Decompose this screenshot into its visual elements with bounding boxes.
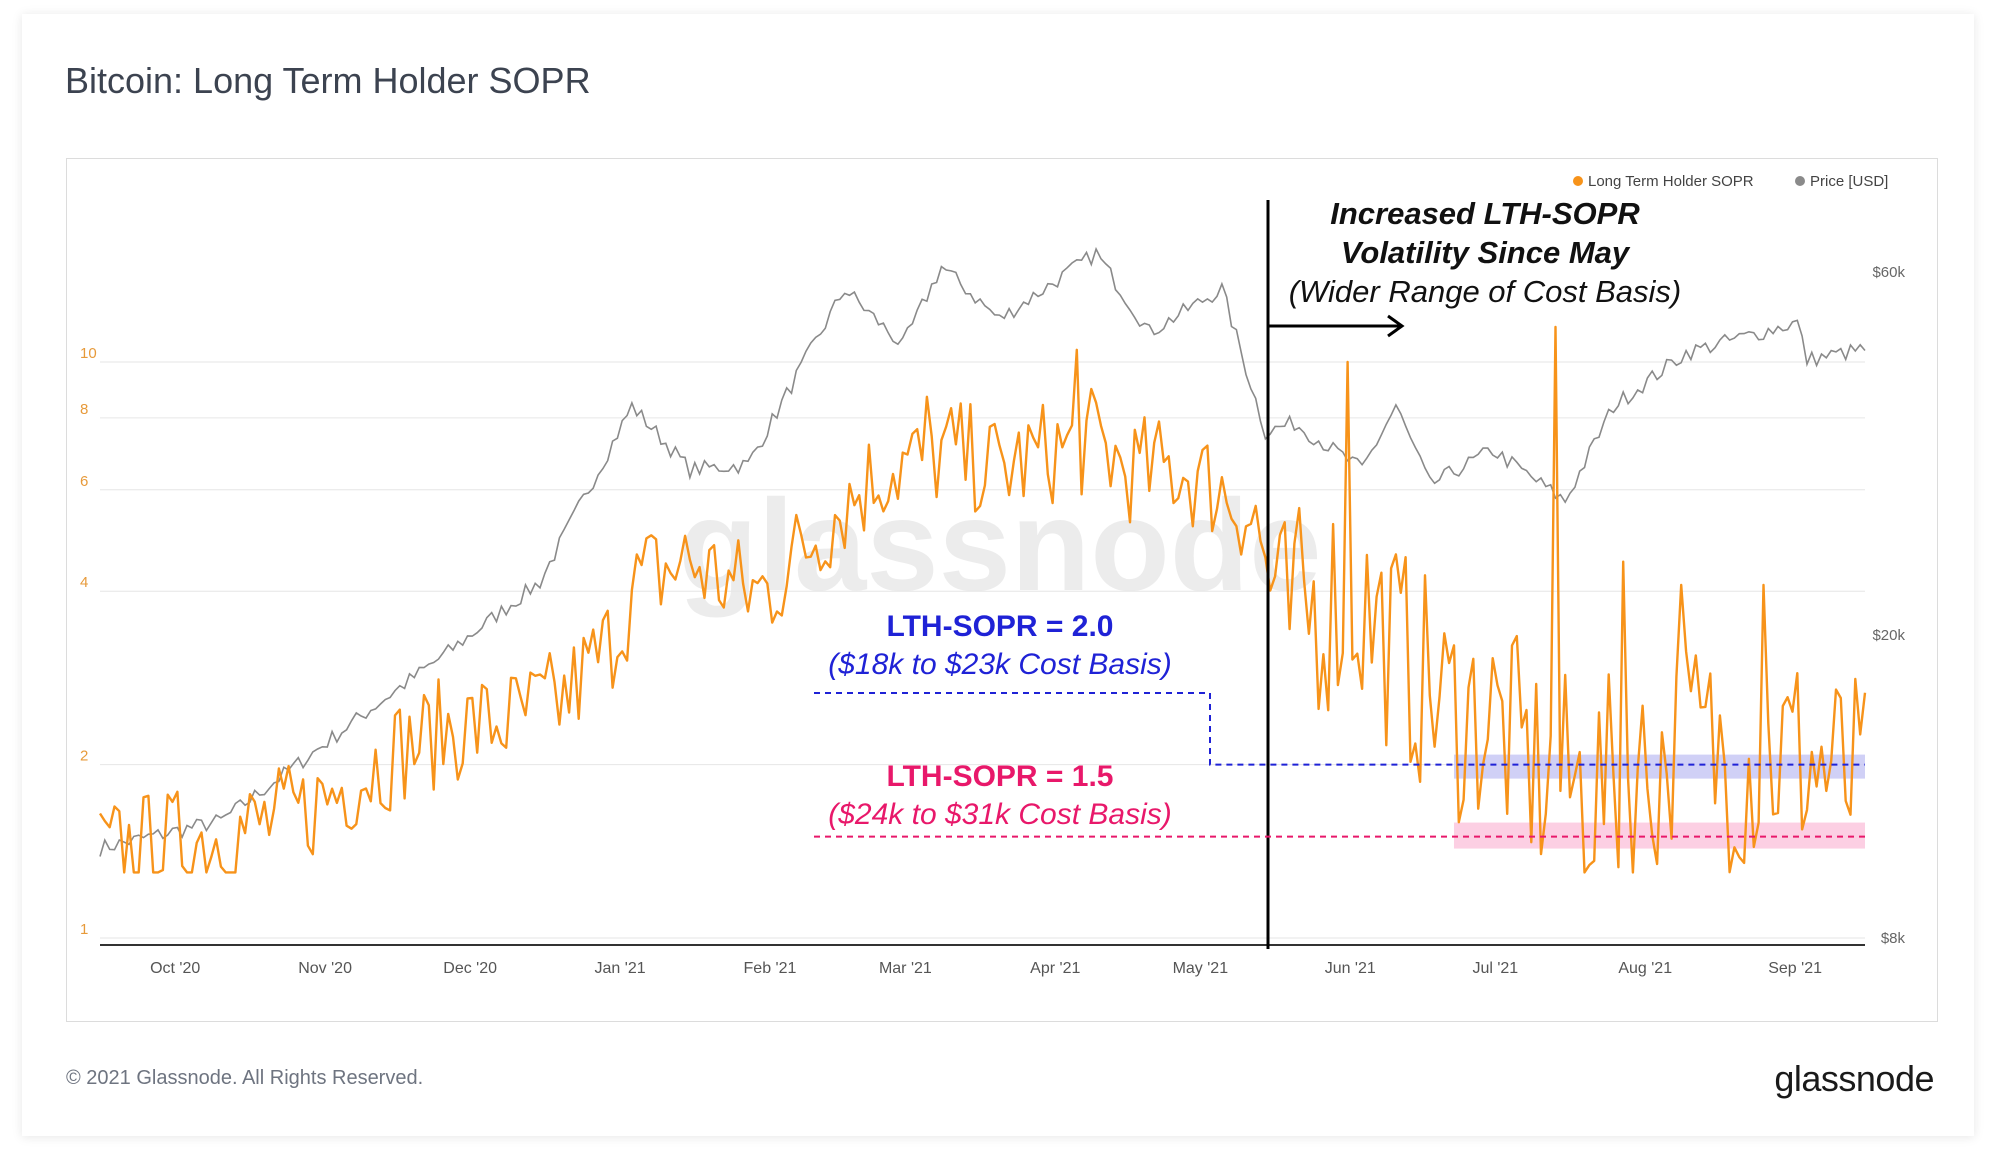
x-tick-label: Feb '21 xyxy=(744,960,797,977)
arrow-head xyxy=(1387,314,1405,338)
legend-sopr-marker xyxy=(1573,176,1583,186)
gridlines xyxy=(100,361,1865,939)
left-tick-label: 4 xyxy=(80,574,88,591)
x-tick-label: May '21 xyxy=(1173,960,1229,977)
level-2-annotation: LTH-SOPR = 2.0 ($18k to $23k Cost Basis) xyxy=(800,610,1200,682)
left-tick-label: 2 xyxy=(80,748,88,765)
legend-price-label: Price [USD] xyxy=(1810,173,1888,190)
x-tick-label: Dec '20 xyxy=(443,960,497,977)
chart-frame xyxy=(66,158,1938,1022)
x-tick-label: Aug '21 xyxy=(1618,960,1672,977)
legend-sopr-label: Long Term Holder SOPR xyxy=(1588,173,1754,190)
level-15-annotation: LTH-SOPR = 1.5 ($24k to $31k Cost Basis) xyxy=(800,760,1200,832)
level-2-sub: ($18k to $23k Cost Basis) xyxy=(828,648,1172,681)
x-tick-label: Sep '21 xyxy=(1768,960,1822,977)
x-tick-label: Apr '21 xyxy=(1030,960,1080,977)
chart-card xyxy=(22,14,1974,1136)
left-tick-label: 8 xyxy=(80,401,88,418)
x-tick-label: Mar '21 xyxy=(879,960,932,977)
sopr-series xyxy=(98,325,1867,874)
price-series xyxy=(99,246,1866,857)
right-tick-label: $60k xyxy=(1872,264,1905,281)
brand-logo[interactable]: glassnode xyxy=(1774,1058,1934,1099)
copyright: © 2021 Glassnode. All Rights Reserved. xyxy=(66,1067,424,1089)
x-tick-label: Jan '21 xyxy=(595,960,646,977)
volatility-line2: Volatility Since May xyxy=(1340,235,1630,270)
volatility-line3: (Wider Range of Cost Basis) xyxy=(1288,274,1682,309)
volatility-annotation: Increased LTH-SOPR Volatility Since May … xyxy=(1240,196,1730,310)
level-2-dashed-line xyxy=(814,692,1865,766)
level-15-sub: ($24k to $31k Cost Basis) xyxy=(828,798,1172,831)
level-15-label: LTH-SOPR = 1.5 xyxy=(886,760,1114,793)
level-2-label: LTH-SOPR = 2.0 xyxy=(886,610,1114,643)
x-tick-label: Jul '21 xyxy=(1472,960,1518,977)
left-tick-label: 1 xyxy=(80,921,88,938)
volatility-line1: Increased LTH-SOPR xyxy=(1330,196,1640,231)
x-tick-label: Jun '21 xyxy=(1325,960,1376,977)
left-tick-label: 10 xyxy=(80,345,97,362)
x-tick-label: Nov '20 xyxy=(298,960,352,977)
left-tick-label: 6 xyxy=(80,473,88,490)
x-tick-label: Oct '20 xyxy=(150,960,200,977)
legend[interactable]: Long Term Holder SOPR Price [USD] xyxy=(1573,173,1888,190)
axes: 1 2 4 6 8 10 $8k $20k $60k Oct '20 Nov '20 Dec '20 J… xyxy=(80,264,1905,977)
price-line xyxy=(99,246,1866,857)
right-tick-label: $20k xyxy=(1872,627,1905,644)
sopr-line xyxy=(98,325,1867,874)
right-tick-label: $8k xyxy=(1881,930,1906,947)
annotation-overlay xyxy=(814,200,1865,949)
page-title: Bitcoin: Long Term Holder SOPR xyxy=(65,60,591,101)
legend-price-marker xyxy=(1795,176,1805,186)
